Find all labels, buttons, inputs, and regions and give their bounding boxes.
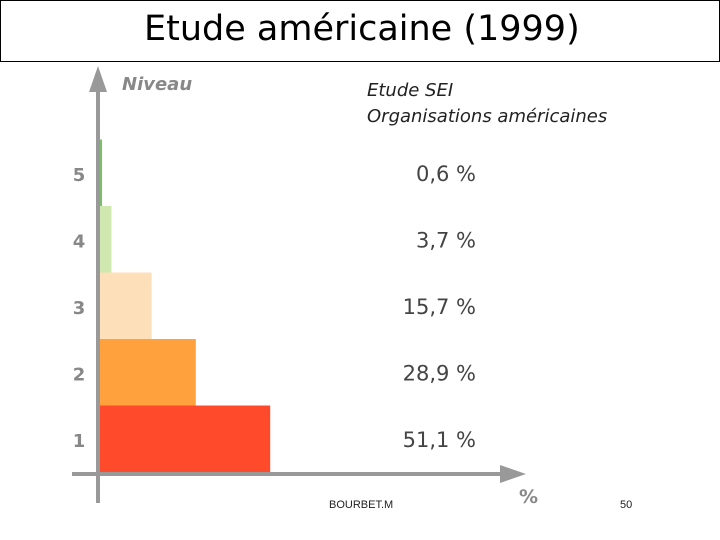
page-number: 50: [620, 499, 633, 511]
value-label-level-2: 28,9 %: [403, 361, 476, 385]
y-axis-label: Niveau: [122, 74, 192, 95]
slide-title: Etude américaine (1999): [144, 9, 580, 49]
bar-level-1: [99, 405, 271, 472]
bar-level-2: [99, 339, 196, 406]
value-label-level-5: 0,6 %: [416, 162, 476, 186]
x-axis-label: %: [519, 486, 538, 508]
level-label-4: 4: [73, 231, 86, 252]
bar-level-4: [99, 206, 112, 273]
chart-title-line-2: Organisations américaines: [367, 106, 607, 127]
level-label-2: 2: [73, 364, 86, 385]
bar-level-3: [99, 272, 152, 339]
bar-level-5: [99, 139, 102, 206]
value-label-level-3: 15,7 %: [403, 295, 476, 319]
value-label-level-1: 51,1 %: [403, 428, 476, 452]
x-axis-arrow: [500, 465, 526, 483]
level-label-3: 3: [73, 298, 86, 319]
chart-title-line-1: Etude SEI: [367, 80, 453, 101]
y-axis-arrow: [89, 66, 107, 92]
author-footer: BOURBET.M: [329, 499, 394, 511]
level-label-1: 1: [73, 431, 86, 452]
value-label-level-4: 3,7 %: [416, 228, 476, 252]
level-label-5: 5: [73, 165, 86, 186]
title-box: Etude américaine (1999): [0, 0, 720, 62]
